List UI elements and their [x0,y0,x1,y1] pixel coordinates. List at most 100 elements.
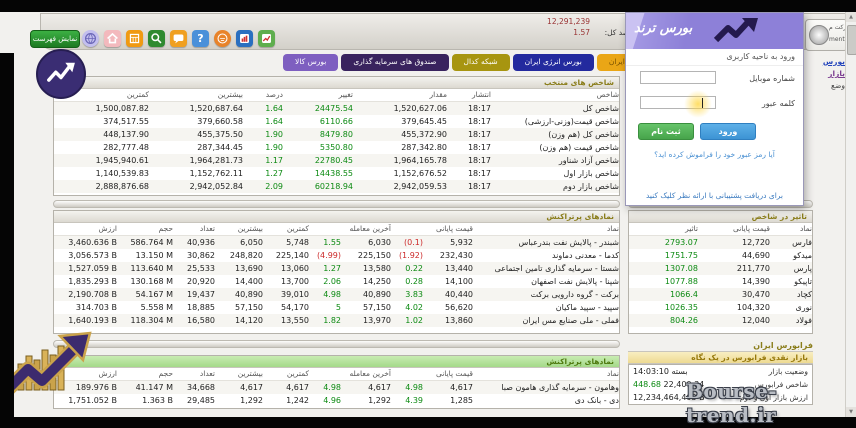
company-name-line1: شرکت م [829,24,847,31]
index-value: 1,152,676.52 [393,169,447,178]
sidebar-link-bazaar[interactable]: بازار [828,69,845,78]
col-value: مقدار [429,90,447,99]
close-price: 13,860 [445,316,473,325]
last-pct: 1.27 [323,264,341,273]
symbol-link[interactable]: برکت - گروه دارویی برکت [530,290,619,299]
symbol-link[interactable]: کچاد [797,290,812,299]
help-icon[interactable]: ? [192,30,209,47]
home-icon[interactable] [104,30,121,47]
book-icon[interactable] [236,30,253,47]
bourse-trend-wordmark: بورس ترند [634,21,693,36]
volume: 113.640 M [130,264,173,273]
index-name-link[interactable]: شاخص قیمت (هم وزن) [539,143,619,152]
col-pct: درصد [265,90,283,99]
col-index: شاخص [596,90,619,99]
login-button[interactable]: ورود [700,123,756,140]
index-name-link[interactable]: شاخص آزاد شناور [558,156,619,165]
market-tab[interactable]: شبکه کدال [451,54,510,71]
close-price: 104,320 [736,303,770,312]
sidebar-truncated-label: وضع [831,81,845,90]
index-high: 1,964,281.73 [189,156,243,165]
col-symbol: نماد [606,224,619,233]
scroll-up-arrow[interactable]: ▲ [846,12,856,22]
forgot-password-link[interactable]: آیا رمز عبور خود را فراموش کرده اید؟ [654,150,775,159]
register-button[interactable]: ثبت نام [638,123,694,140]
globe-icon[interactable] [82,30,99,47]
index-name-link[interactable]: شاخص بازار اول [563,169,619,178]
symbol-link[interactable]: سپید - سپید ماکیان [555,303,619,312]
password-label: کلمه عبور [761,99,795,108]
trade-value: 1,640.193 B [68,316,117,325]
trade-count: 18,885 [187,303,215,312]
symbol-link[interactable]: دی - بانک دی [574,396,619,405]
index-pct: 2.09 [265,182,283,191]
vertical-scrollbar[interactable]: ▲ ▼ [845,12,856,417]
trade-count: 30,862 [187,251,215,260]
calendar-icon[interactable] [126,30,143,47]
low-price: 13,550 [281,316,309,325]
index-value: 1,964,165.78 [393,156,447,165]
impact-value: 1307.08 [664,264,698,273]
publish-time: 18:17 [467,182,491,191]
last-price: 4,617 [368,383,391,392]
index-change: 5350.80 [319,143,353,152]
symbol-link[interactable]: نوری [795,303,812,312]
impact-row: فولاد 12,040 804.26 [629,314,812,327]
index-name-link[interactable]: شاخص قیمت(وزنی-ارزشی) [524,117,619,126]
close-price: 44,690 [742,251,770,260]
trade-value: 1,527.059 B [68,264,117,273]
symbol-link[interactable]: فارس [792,238,812,247]
symbol-row: شبندر - پالایش نفت بندرعباس 5,932 (0.1) … [54,236,619,249]
symbol-link[interactable]: میدکو [793,251,812,260]
search-icon[interactable] [148,30,165,47]
symbol-link[interactable]: شپنا - پالایش نفت اصفهان [531,277,619,286]
symbol-link[interactable]: وهامون - سرمایه گذاری هامون صبا [501,383,619,392]
total-pct-value: 1.57 [573,28,590,37]
glance-value: 448.68 22,409.34 [633,378,704,391]
volume: 5.558 M [140,303,173,312]
market-tab[interactable]: بورس کالا [283,54,339,71]
scroll-down-arrow[interactable]: ▼ [846,407,856,417]
index-name-link[interactable]: شاخص بازار دوم [563,182,619,191]
index-high: 287,344.45 [197,143,243,152]
trade-value: 1,751.052 B [68,396,117,405]
chat-icon[interactable] [170,30,187,47]
password-input[interactable] [640,96,716,109]
sidebar-link-bourse[interactable]: بورس [822,57,845,66]
volume: 130.168 M [130,277,173,286]
scroll-thumb[interactable] [847,25,856,55]
symbol-link[interactable]: شستا - سرمایه گذاری تامین اجتماعی [494,264,619,273]
market-tab[interactable]: بورس انرژی ایران [512,54,594,71]
index-name-link[interactable]: شاخص کل (هم وزن) [548,130,619,139]
symbol-link[interactable]: کدما - معدنی دماوند [551,251,619,260]
company-widget: شرکت م ment Co [805,19,848,51]
close-pct: 0.22 [405,264,423,273]
col-count: تعداد [199,224,215,233]
index-pct: 1.17 [265,156,283,165]
bourse-trend-corner-logo [0,331,92,400]
symbol-link[interactable]: فملی - ملی صنایع مس ایران [522,316,619,325]
index-pct: 1.64 [265,104,283,113]
fara-active-rows: وهامون - سرمایه گذاری هامون صبا 4,617 4.… [54,381,619,407]
symbol-link[interactable]: فولاد [795,316,812,325]
index-name-link[interactable]: شاخص کل [582,104,619,113]
symbol-link[interactable]: پارس [793,264,812,273]
index-high: 2,942,052.84 [189,182,243,191]
last-pct: 1.55 [323,238,341,247]
symbol-link[interactable]: شبندر - پالایش نفت بندرعباس [518,238,619,247]
support-link[interactable]: برای دریافت پشتیبانی با ارائه نظر کلیک ک… [645,191,784,200]
trade-count: 16,580 [187,316,215,325]
watermark: Bourse-trend.ir [686,379,778,427]
coin-icon[interactable] [214,30,231,47]
farabourse-active-panel: نمادهای پرتراکنش نماد قیمت پایانی آخرین … [53,355,620,409]
symbol-link[interactable]: تاپیکو [794,277,812,286]
last-pct: (4.99) [316,251,341,260]
glance-label: شاخص فرابورس [754,380,808,389]
mobile-input[interactable] [640,71,716,84]
chart-icon[interactable] [258,30,275,47]
trade-value: 3,056.573 B [68,251,117,260]
col-count: تعداد [199,369,215,378]
market-tab[interactable]: صندوق های سرمایه گذاری [341,54,449,71]
show-list-button[interactable]: نمایش فهرست [30,30,80,48]
active-symbols-title: نمادهای پرتراکنش [54,211,619,223]
